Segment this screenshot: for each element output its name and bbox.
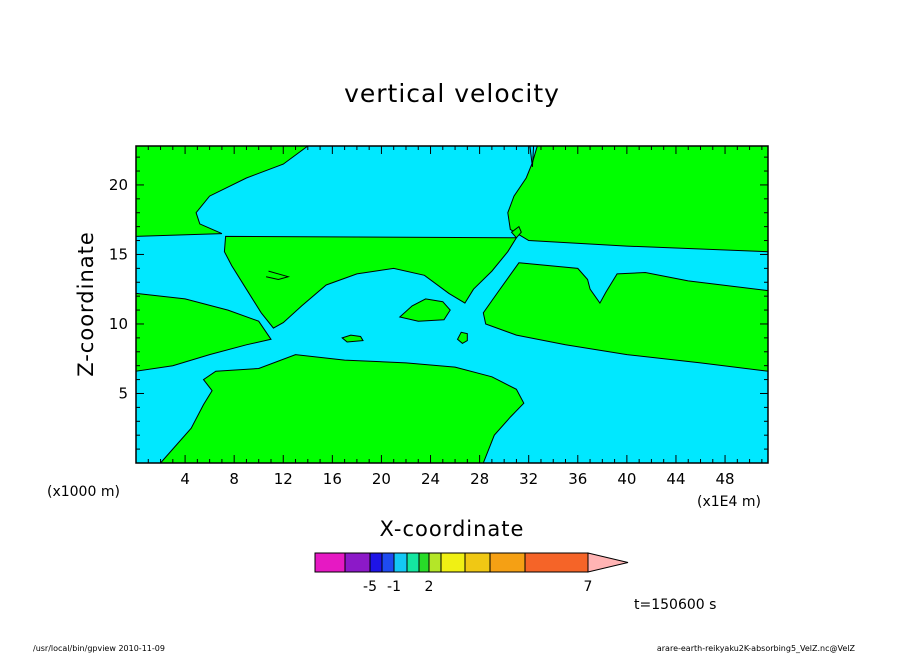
y-tick-label-20: 20 [109, 176, 128, 194]
contour-line-0 [265, 270, 291, 281]
time-label: t=150600 s [634, 597, 716, 613]
plot-area [135, 145, 769, 464]
legend-cell-5 [406, 552, 420, 573]
contour-line-1 [529, 145, 535, 167]
legend-cell-6 [418, 552, 430, 573]
positive-region-9 [510, 225, 522, 239]
x-tick-label-24: 24 [421, 470, 440, 488]
plot-frame [135, 145, 769, 464]
x-axis-label: X-coordinate [380, 517, 525, 541]
positive-region-0 [135, 145, 310, 237]
x-axis-unit-right: (x1E4 m) [697, 494, 761, 510]
x-tick-label-32: 32 [519, 470, 538, 488]
chart-title: vertical velocity [344, 79, 560, 108]
legend-cell-2 [369, 552, 383, 573]
positive-region-6 [398, 298, 451, 322]
legend-arrow [587, 552, 629, 573]
legend-cell-8 [440, 552, 466, 573]
legend-cell-3 [381, 552, 395, 573]
x-tick-label-44: 44 [666, 470, 685, 488]
positive-region-8 [341, 334, 364, 343]
color-legend: -5 -1 2 7 [314, 552, 629, 595]
y-tick-label-5: 5 [118, 384, 128, 402]
x-tick-label-12: 12 [274, 470, 293, 488]
legend-cell-4 [393, 552, 408, 573]
footer-left: /usr/local/bin/gpview 2010-11-09 [33, 644, 165, 653]
legend-label--5: -5 [363, 579, 377, 595]
y-tick-label-15: 15 [109, 245, 128, 263]
positive-region-1 [507, 145, 769, 253]
x-tick-label-8: 8 [229, 470, 239, 488]
positive-region-2 [223, 235, 518, 329]
legend-cell-1 [344, 552, 371, 573]
footer-right: arare-earth-reikyaku2K-absorbing5_VelZ.n… [657, 644, 856, 653]
y-tick-label-10: 10 [109, 315, 128, 333]
legend-cell-0 [314, 552, 346, 573]
x-tick-label-20: 20 [372, 470, 391, 488]
legend-cell-11 [524, 552, 589, 573]
x-tick-label-36: 36 [568, 470, 587, 488]
y-axis-label: Z-coordinate [74, 231, 98, 377]
x-tick-label-28: 28 [470, 470, 489, 488]
x-tick-label-48: 48 [716, 470, 735, 488]
legend-label-7: 7 [584, 579, 593, 595]
legend-cell-9 [464, 552, 491, 573]
x-tick-label-16: 16 [323, 470, 342, 488]
legend-cell-10 [489, 552, 526, 573]
legend-cell-7 [428, 552, 442, 573]
x-tick-label-40: 40 [617, 470, 636, 488]
positive-region-5 [159, 354, 525, 464]
legend-label--1: -1 [387, 579, 401, 595]
positive-region-3 [135, 292, 272, 372]
positive-region-7 [456, 331, 468, 345]
legend-label-2: 2 [425, 579, 434, 595]
x-axis-unit-left: (x1000 m) [47, 484, 120, 500]
x-tick-label-4: 4 [180, 470, 190, 488]
